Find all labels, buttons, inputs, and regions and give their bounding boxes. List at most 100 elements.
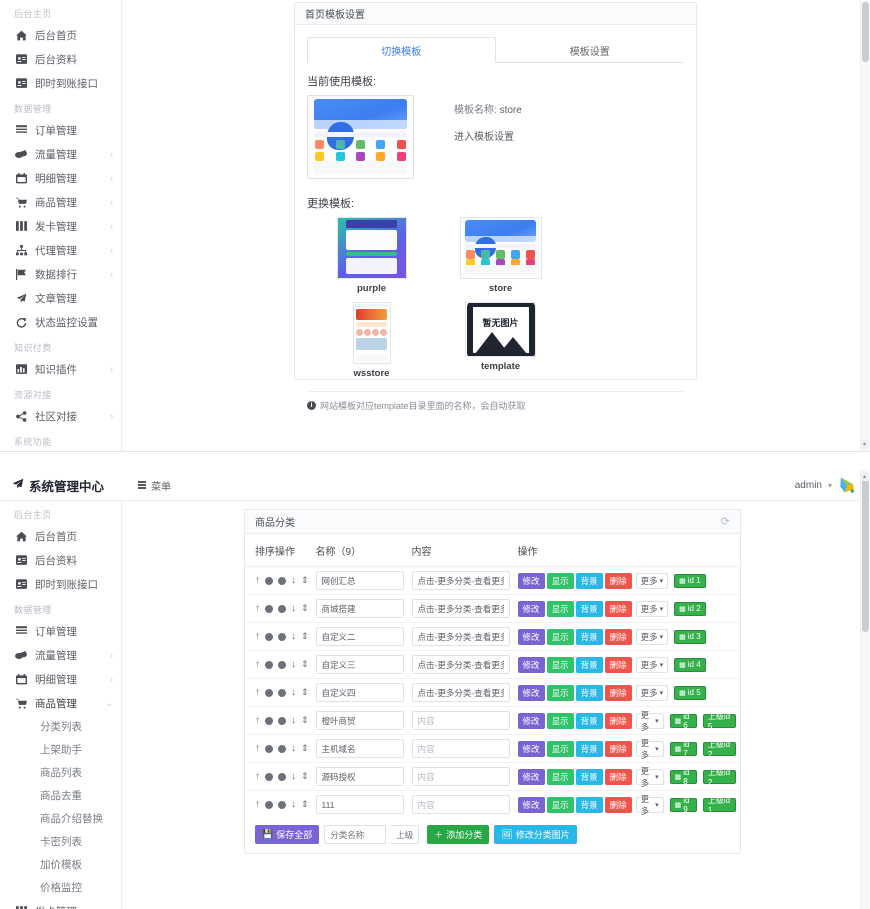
- move-down-icon[interactable]: ↓: [291, 630, 296, 642]
- drag-handle-icon[interactable]: ⇕: [301, 603, 308, 613]
- sidebar-item-5-g2[interactable]: 发卡管理 ›: [0, 214, 121, 238]
- chevron-down-icon[interactable]: ▾: [827, 480, 832, 490]
- tab-switch-template[interactable]: 切换模板: [307, 37, 496, 63]
- avatar[interactable]: [838, 476, 856, 494]
- category-content-input[interactable]: [411, 627, 510, 646]
- drag-handle-icon[interactable]: ⇕: [301, 659, 308, 669]
- move-top-icon[interactable]: [265, 604, 273, 613]
- more-dropdown[interactable]: 更多 ▾: [635, 684, 669, 701]
- category-content-input[interactable]: [411, 655, 510, 674]
- sidebar-item-4-g2[interactable]: 商品管理 ›: [0, 190, 121, 214]
- sidebar-item-2-g1[interactable]: 后台资料: [0, 548, 121, 572]
- edit-button[interactable]: 修改: [517, 740, 545, 757]
- enter-template-settings-link[interactable]: 进入模板设置: [454, 132, 514, 143]
- background-button[interactable]: 背景: [575, 740, 603, 757]
- background-button[interactable]: 背景: [575, 684, 603, 701]
- drag-handle-icon[interactable]: ⇕: [301, 771, 308, 781]
- template-thumb[interactable]: [459, 217, 542, 279]
- drag-handle-icon[interactable]: ⇕: [301, 715, 308, 725]
- move-bottom-icon[interactable]: [278, 660, 286, 669]
- category-content-input[interactable]: [411, 711, 510, 730]
- move-top-icon[interactable]: [265, 576, 273, 585]
- category-name-input[interactable]: [315, 711, 404, 730]
- move-up-icon[interactable]: ↑: [255, 602, 260, 614]
- category-content-input[interactable]: [411, 683, 510, 702]
- show-button[interactable]: 显示: [546, 656, 574, 673]
- show-button[interactable]: 显示: [546, 796, 574, 813]
- move-top-icon[interactable]: [265, 688, 273, 697]
- edit-category-image-button[interactable]: 🖼 修改分类图片: [494, 825, 577, 844]
- template-card-purple[interactable]: purple: [307, 217, 436, 294]
- edit-button[interactable]: 修改: [517, 572, 545, 589]
- sidebar-item-3-g2[interactable]: 明细管理 ›: [0, 667, 121, 691]
- sidebar-item-1-g1[interactable]: 后台首页: [0, 23, 121, 47]
- show-button[interactable]: 显示: [546, 600, 574, 617]
- edit-button[interactable]: 修改: [517, 796, 545, 813]
- template-card-template[interactable]: 暂无图片 template: [436, 302, 565, 379]
- category-name-input[interactable]: [315, 767, 404, 786]
- category-name-input[interactable]: [315, 627, 404, 646]
- move-down-icon[interactable]: ↓: [291, 686, 296, 698]
- edit-button[interactable]: 修改: [517, 768, 545, 785]
- scrollbar-thumb[interactable]: [862, 2, 869, 62]
- move-bottom-icon[interactable]: [278, 772, 286, 781]
- sidebar-subitem-3[interactable]: 商品列表: [0, 761, 121, 784]
- move-top-icon[interactable]: [265, 716, 273, 725]
- delete-button[interactable]: 删除: [604, 656, 632, 673]
- sidebar-subitem-5[interactable]: 商品介绍替换: [0, 807, 121, 830]
- sidebar-subitem-7[interactable]: 加价模板: [0, 853, 121, 876]
- more-dropdown[interactable]: 更多 ▾: [635, 656, 669, 673]
- sidebar-item-3-g1[interactable]: 即时到账接口: [0, 572, 121, 596]
- move-up-icon[interactable]: ↑: [255, 770, 260, 782]
- background-button[interactable]: 背景: [575, 768, 603, 785]
- scroll-up-arrow[interactable]: ▴: [860, 472, 869, 481]
- move-bottom-icon[interactable]: [278, 800, 286, 809]
- show-button[interactable]: 显示: [546, 740, 574, 757]
- background-button[interactable]: 背景: [575, 712, 603, 729]
- sidebar-item-1-g4[interactable]: 社区对接 ›: [0, 404, 121, 428]
- template-thumb[interactable]: [352, 302, 391, 364]
- move-bottom-icon[interactable]: [278, 688, 286, 697]
- move-down-icon[interactable]: ↓: [291, 574, 296, 586]
- background-button[interactable]: 背景: [575, 572, 603, 589]
- move-bottom-icon[interactable]: [278, 576, 286, 585]
- delete-button[interactable]: 删除: [604, 572, 632, 589]
- sidebar-subitem-1[interactable]: 分类列表: [0, 715, 121, 738]
- move-up-icon[interactable]: ↑: [255, 658, 260, 670]
- menu-toggle-button[interactable]: 菜单: [138, 478, 171, 493]
- move-up-icon[interactable]: ↑: [255, 574, 260, 586]
- scrollbar-vertical-bottom[interactable]: [860, 470, 869, 909]
- sidebar-item-2-g1[interactable]: 后台资料: [0, 47, 121, 71]
- category-name-input[interactable]: [315, 571, 404, 590]
- edit-button[interactable]: 修改: [517, 684, 545, 701]
- more-dropdown[interactable]: 更多 ▾: [635, 628, 669, 645]
- sidebar-item-2-g2[interactable]: 流量管理 ›: [0, 142, 121, 166]
- move-down-icon[interactable]: ↓: [291, 770, 296, 782]
- show-button[interactable]: 显示: [546, 628, 574, 645]
- edit-button[interactable]: 修改: [517, 600, 545, 617]
- sidebar-item-1-g2[interactable]: 订单管理: [0, 619, 121, 643]
- template-thumb[interactable]: 暂无图片: [465, 302, 536, 357]
- sidebar-item-7-g2[interactable]: 数据排行 ›: [0, 262, 121, 286]
- sidebar-item-after-1[interactable]: 发卡管理›: [0, 899, 121, 909]
- move-bottom-icon[interactable]: [278, 744, 286, 753]
- refresh-icon[interactable]: ⟳: [720, 516, 730, 528]
- more-dropdown[interactable]: 更多 ▾: [635, 710, 664, 732]
- move-down-icon[interactable]: ↓: [291, 742, 296, 754]
- delete-button[interactable]: 删除: [604, 684, 632, 701]
- delete-button[interactable]: 删除: [604, 740, 632, 757]
- background-button[interactable]: 背景: [575, 628, 603, 645]
- user-menu[interactable]: admin: [794, 479, 822, 491]
- category-name-input[interactable]: [315, 683, 404, 702]
- edit-button[interactable]: 修改: [517, 656, 545, 673]
- move-bottom-icon[interactable]: [278, 632, 286, 641]
- delete-button[interactable]: 删除: [604, 768, 632, 785]
- save-all-button[interactable]: 💾 保存全部: [255, 825, 320, 844]
- tab-template-settings[interactable]: 模板设置: [496, 37, 685, 63]
- drag-handle-icon[interactable]: ⇕: [301, 687, 308, 697]
- delete-button[interactable]: 删除: [604, 600, 632, 617]
- move-up-icon[interactable]: ↑: [255, 742, 260, 754]
- add-category-button[interactable]: ＋ 添加分类: [427, 825, 490, 844]
- category-name-input[interactable]: [315, 739, 404, 758]
- category-name-input[interactable]: [315, 655, 404, 674]
